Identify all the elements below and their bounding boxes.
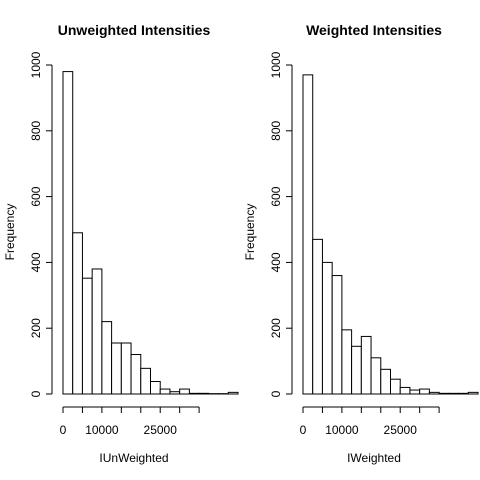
histogram-bar [188, 392, 200, 395]
histogram-bar [331, 275, 343, 395]
histogram-bar [351, 345, 362, 395]
histogram-bar [409, 389, 421, 395]
y-tick-label: 600 [29, 186, 43, 206]
histogram-bar [370, 357, 382, 395]
histogram-bar [169, 391, 181, 395]
histogram-bar [101, 321, 113, 395]
histogram-bar [399, 386, 411, 395]
y-axis-label: Frequency [243, 204, 257, 261]
histogram-bar [321, 261, 333, 395]
x-tick-label: 10000 [85, 423, 119, 437]
histogram-bar [360, 335, 372, 395]
x-axis-label: IWeighted [347, 451, 401, 465]
histogram-panel-weighted: Weighted Intensities IWeighted Frequency… [243, 22, 479, 465]
histogram-panel-unweighted: Unweighted Intensities IUnWeighted Frequ… [3, 22, 239, 465]
y-tick-label: 0 [29, 390, 43, 397]
histogram-bar [390, 378, 401, 395]
x-axis-label: IUnWeighted [99, 451, 168, 465]
y-tick-label: 400 [269, 252, 283, 272]
y-tick-label: 0 [269, 390, 283, 397]
histogram-bar [227, 391, 239, 395]
histogram-bar [111, 342, 122, 395]
histogram-bar [140, 367, 151, 395]
y-tick-label: 800 [269, 120, 283, 140]
histogram-bar [120, 342, 132, 395]
chart-title: Unweighted Intensities [58, 22, 211, 38]
histogram-bar [448, 392, 460, 395]
y-tick-label: 1000 [269, 51, 283, 78]
y-tick-label: 200 [29, 318, 43, 338]
histogram-bar [419, 388, 430, 395]
chart-title: Weighted Intensities [306, 22, 442, 38]
histogram-bar [438, 392, 450, 395]
histogram-bar [150, 381, 161, 395]
histogram-bar [428, 391, 440, 395]
histogram-bar [302, 74, 314, 395]
y-tick-label: 1000 [29, 51, 43, 78]
x-tick-label: 10000 [325, 423, 359, 437]
x-tick-label: 0 [300, 423, 307, 437]
histogram-bar [72, 232, 83, 395]
histogram-bar [81, 277, 93, 395]
histogram-bar [458, 392, 469, 395]
histogram-bar [198, 392, 210, 395]
histogram-bar [312, 238, 323, 395]
y-tick-label: 600 [269, 186, 283, 206]
histogram-bar [179, 388, 190, 395]
histogram-bar [341, 329, 353, 395]
histogram-bar [380, 368, 391, 395]
histogram-bar [62, 71, 74, 395]
x-tick-label: 25000 [384, 423, 418, 437]
x-tick-label: 25000 [144, 423, 178, 437]
y-tick-label: 200 [269, 318, 283, 338]
y-tick-label: 400 [29, 252, 43, 272]
histogram-bar [130, 354, 142, 395]
y-tick-label: 800 [29, 120, 43, 140]
y-axis-label: Frequency [3, 204, 17, 261]
histogram-bar [467, 391, 479, 395]
histogram-bar [159, 388, 171, 395]
x-tick-label: 0 [60, 423, 67, 437]
histogram-bar [91, 268, 103, 395]
